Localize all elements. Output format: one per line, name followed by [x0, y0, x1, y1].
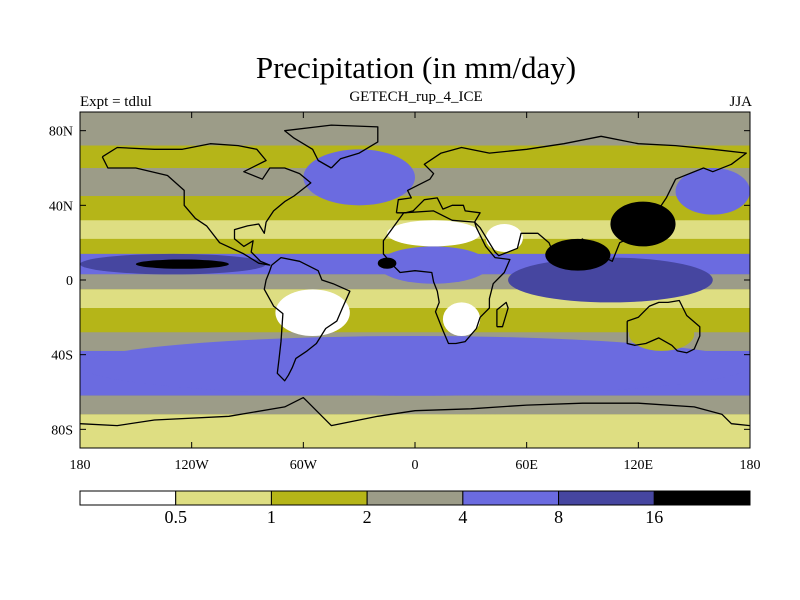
zonal-band-2 — [80, 168, 750, 196]
chart-title: Precipitation (in mm/day) — [255, 50, 577, 85]
colorbar-label: 8 — [554, 507, 563, 527]
colorbar-label: 1 — [267, 507, 276, 527]
x-tick-label: 180 — [70, 458, 91, 473]
zonal-band-1 — [80, 145, 750, 168]
coastline-6 — [496, 301, 509, 328]
experiment-subtitle: GETECH_rup_4_ICE — [349, 89, 483, 105]
region-15 — [629, 317, 695, 351]
region-11 — [387, 220, 481, 247]
region-10 — [675, 168, 750, 215]
colorbar-swatch-4 — [462, 490, 560, 506]
colorbar-label: 0.5 — [164, 507, 187, 527]
season-label: JJA — [729, 94, 752, 110]
x-tick-label: 0 — [412, 458, 419, 473]
coastline-4 — [626, 299, 701, 354]
region-2 — [377, 246, 490, 284]
region-3 — [377, 257, 397, 269]
coastline-7 — [80, 396, 750, 427]
region-16 — [80, 414, 750, 448]
colorbar-swatch-0 — [79, 490, 177, 506]
coastline-2 — [395, 135, 747, 266]
coastline-1 — [263, 256, 351, 382]
y-tick-label: 0 — [66, 274, 73, 289]
colorbar-swatch-6 — [653, 490, 751, 506]
coastline-0 — [101, 143, 312, 266]
y-tick-label: 80N — [49, 125, 73, 140]
x-tick-label: 120W — [175, 458, 210, 473]
colorbar-swatch-3 — [366, 490, 464, 506]
colorbar-swatch-5 — [558, 490, 655, 506]
x-tick-label: 60E — [515, 458, 538, 473]
colorbar-label: 4 — [458, 507, 467, 527]
x-tick-label: 180 — [740, 458, 761, 473]
axis-ticks: 180 120W 60W 0 60E 120E 180 80N 40N 0 40S 80S — [49, 112, 761, 473]
y-tick-label: 40S — [51, 349, 73, 364]
region-12 — [485, 224, 523, 252]
zonal-band-12 — [80, 395, 750, 415]
region-8 — [80, 336, 750, 396]
colorbar-swatch-2 — [270, 490, 368, 506]
precipitation-field — [80, 112, 750, 448]
x-tick-label: 120E — [624, 458, 654, 473]
y-tick-label: 80S — [51, 423, 73, 438]
colorbar-label: 2 — [363, 507, 372, 527]
region-7 — [610, 201, 676, 247]
coastline-5 — [284, 124, 379, 169]
region-13 — [275, 289, 350, 336]
region-1 — [135, 259, 229, 269]
colorbar-label: 16 — [645, 507, 663, 527]
colorbar: 0.5 1 2 4 8 16 — [79, 490, 751, 527]
region-9 — [303, 149, 415, 206]
x-tick-label: 60W — [290, 458, 318, 473]
region-4 — [508, 257, 713, 303]
y-tick-label: 40N — [49, 199, 73, 214]
colorbar-swatch-1 — [175, 490, 272, 506]
region-14 — [442, 302, 481, 337]
coastlines — [80, 124, 750, 427]
coastline-3 — [382, 210, 511, 345]
expt-label: Expt = tdlul — [80, 94, 152, 110]
